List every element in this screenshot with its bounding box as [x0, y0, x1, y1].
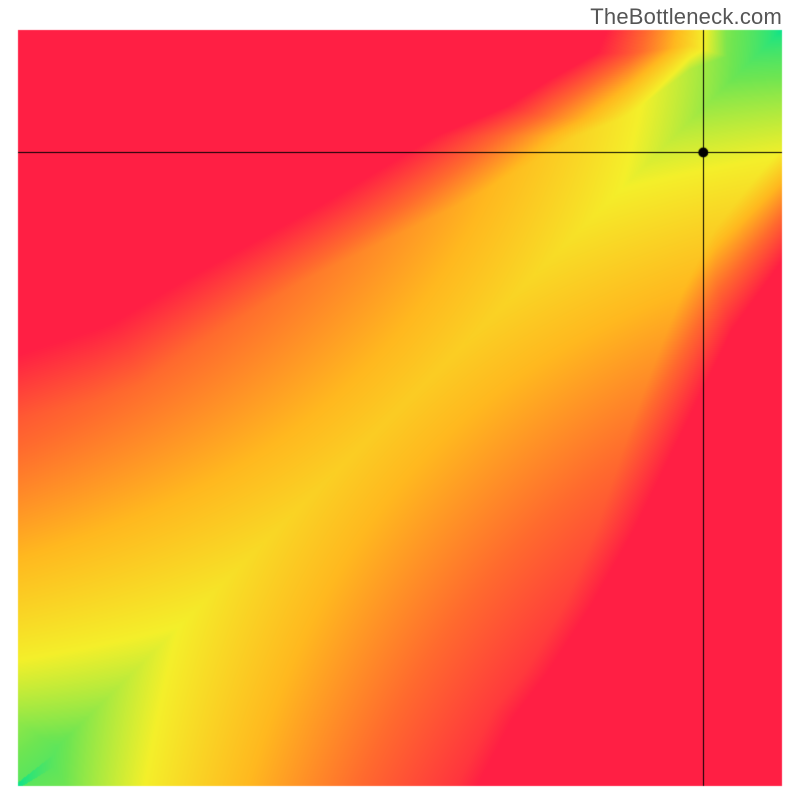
- bottleneck-heatmap: [0, 0, 800, 800]
- watermark-text: TheBottleneck.com: [590, 4, 782, 30]
